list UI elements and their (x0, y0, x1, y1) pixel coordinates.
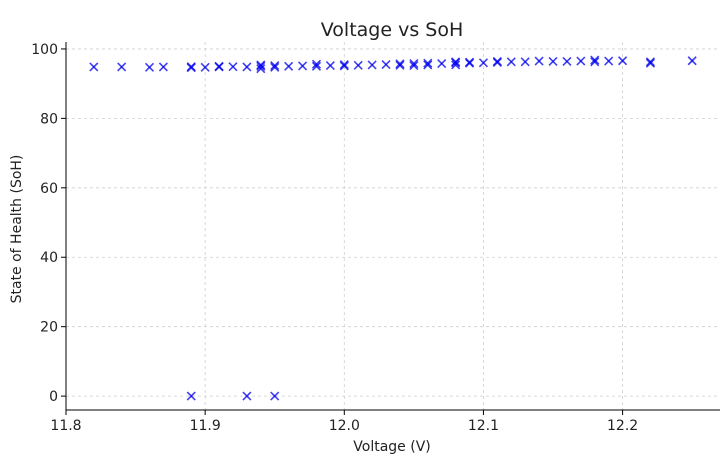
x-tick-label: 12.1 (468, 418, 499, 434)
x-tick-label: 12.0 (329, 418, 360, 434)
data-point (520, 57, 530, 67)
data-point (117, 62, 127, 72)
y-tick-label: 60 (40, 181, 58, 197)
data-point (339, 61, 349, 71)
data-point (590, 55, 600, 65)
chart-title: Voltage vs SoH (321, 19, 463, 41)
data-point (395, 60, 405, 70)
grid (65, 42, 720, 410)
data-point (186, 391, 196, 401)
data-point (311, 61, 322, 71)
data-point (548, 56, 558, 67)
data-point (576, 56, 586, 66)
data-point (311, 59, 322, 69)
x-tick-label: 11.9 (190, 418, 221, 434)
data-point (478, 58, 489, 68)
data-points (89, 55, 697, 401)
data-point (604, 56, 614, 66)
y-tick-label: 100 (31, 42, 58, 58)
data-point (270, 391, 280, 401)
y-tick-label: 20 (40, 320, 58, 336)
y-tick-label: 80 (40, 111, 58, 127)
data-point (242, 391, 252, 401)
data-point (618, 56, 628, 66)
data-point (437, 58, 447, 69)
data-point (506, 57, 516, 67)
data-point (325, 61, 335, 71)
data-point (89, 62, 99, 72)
x-tick-label: 12.2 (607, 418, 638, 434)
data-point (381, 60, 391, 70)
data-point (256, 60, 266, 70)
data-point (214, 62, 224, 72)
data-point (423, 58, 433, 68)
data-point (242, 62, 252, 72)
axes (65, 42, 720, 411)
data-point (464, 57, 475, 67)
data-point (562, 56, 572, 67)
data-point (200, 62, 210, 72)
data-point (158, 62, 168, 72)
data-point (270, 61, 280, 71)
data-point (451, 60, 461, 70)
data-point (339, 60, 349, 70)
data-point (534, 56, 544, 66)
y-axis-label: State of Health (SoH) (9, 155, 25, 304)
data-point (492, 56, 502, 67)
y-tick-label: 0 (49, 389, 58, 405)
data-point (367, 60, 377, 70)
data-point (687, 56, 697, 66)
data-point (423, 60, 433, 70)
data-point (297, 61, 308, 71)
data-point (451, 57, 461, 67)
data-point (590, 57, 600, 67)
ticks: 11.8 11.9 12.0 12.1 12.2 0 20 40 60 80 100 (31, 42, 638, 434)
data-point (409, 58, 419, 69)
data-point (284, 61, 294, 71)
data-point (270, 62, 280, 72)
data-point (395, 59, 405, 69)
data-point (256, 64, 266, 74)
data-point (353, 60, 363, 70)
data-point (228, 62, 238, 72)
y-tick-label: 40 (40, 250, 58, 266)
data-point (186, 62, 196, 72)
data-point (256, 61, 266, 71)
data-point (144, 62, 155, 72)
data-point (409, 61, 419, 71)
data-point (645, 57, 655, 67)
x-axis-label: Voltage (V) (353, 439, 430, 455)
data-point (645, 58, 655, 68)
x-tick-label: 11.8 (50, 418, 81, 434)
